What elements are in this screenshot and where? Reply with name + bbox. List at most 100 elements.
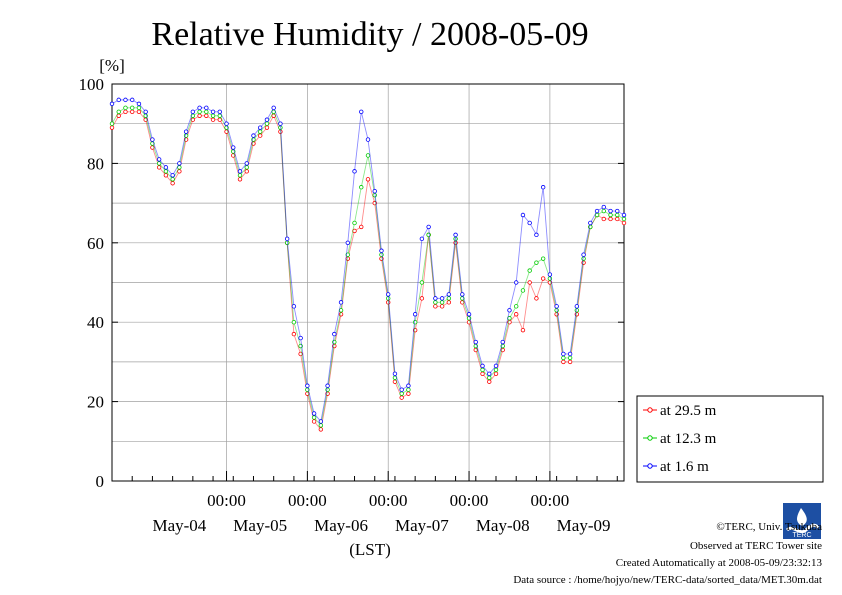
legend-marker <box>647 407 653 413</box>
series-point <box>514 280 519 285</box>
series-point <box>507 308 512 313</box>
series-point <box>204 113 209 118</box>
series-point <box>480 371 485 377</box>
series-point <box>325 383 330 388</box>
series-point <box>197 113 202 118</box>
series-point <box>264 117 270 122</box>
series-point <box>130 105 135 111</box>
footer-copyright: ©TERC, Univ. Tsukuba <box>716 521 822 533</box>
series-point <box>210 113 216 118</box>
series-point <box>615 212 620 218</box>
legend-label: at 29.5 m <box>660 403 717 419</box>
series-point <box>163 165 169 170</box>
series-point <box>547 272 553 277</box>
series-point <box>379 248 384 253</box>
series-point <box>500 339 505 345</box>
series-point <box>446 292 452 297</box>
series-point <box>359 185 364 190</box>
series-point <box>298 351 303 357</box>
series-point <box>433 300 438 305</box>
series-point <box>244 161 249 166</box>
series-point <box>567 355 573 361</box>
series-point <box>291 320 297 325</box>
series-point <box>446 300 452 305</box>
series-point <box>338 300 344 305</box>
y-tick-label: 20 <box>87 393 104 412</box>
series-point <box>197 105 202 111</box>
series-point <box>136 105 142 111</box>
series-point <box>372 200 377 206</box>
chart-title: Relative Humidity / 2008-05-09 <box>151 16 588 53</box>
series-point <box>284 236 290 242</box>
footer-created: Created Automatically at 2008-05-09/23:3… <box>616 557 823 569</box>
y-tick-label: 60 <box>87 234 104 253</box>
series-point <box>473 339 478 345</box>
series-point <box>615 216 620 222</box>
series-point <box>527 268 532 273</box>
series-point <box>197 109 202 114</box>
series-point <box>439 304 445 309</box>
series-point <box>123 109 128 114</box>
series-point <box>305 383 310 388</box>
series-point <box>264 125 270 130</box>
series-point <box>594 208 600 214</box>
x-date-label: May-08 <box>476 516 530 535</box>
series-point <box>298 335 303 341</box>
series-point <box>156 157 162 162</box>
series-point <box>298 343 303 349</box>
series-point <box>493 367 499 373</box>
legend-label: at 1.6 m <box>660 459 709 475</box>
series-point <box>399 391 404 396</box>
series-point <box>123 97 128 103</box>
x-date-label: May-04 <box>152 516 206 535</box>
series-point <box>311 419 317 424</box>
x-date-label: May-07 <box>395 516 449 535</box>
series-point <box>581 252 586 257</box>
series-point <box>123 105 128 111</box>
series-point <box>170 177 175 182</box>
series-point <box>109 121 115 126</box>
series-point <box>527 220 532 226</box>
series-point <box>116 109 121 114</box>
series-point <box>231 145 236 150</box>
y-axis-label: [%] <box>99 56 124 75</box>
series-point <box>109 125 115 130</box>
series-point <box>156 161 162 166</box>
series-point <box>561 351 566 357</box>
series-point <box>608 212 613 218</box>
series-point <box>466 312 472 317</box>
series-point <box>278 121 283 126</box>
series-point <box>365 137 371 142</box>
series-point <box>446 296 452 301</box>
series-point <box>487 375 492 380</box>
series-point <box>406 383 411 388</box>
series-point <box>291 304 297 309</box>
x-tick-label: 00:00 <box>369 491 408 510</box>
legend-label: at 12.3 m <box>660 431 717 447</box>
series-point <box>271 105 276 111</box>
series-point <box>433 296 438 301</box>
series-point <box>136 109 142 114</box>
series-point <box>318 419 324 424</box>
series-point <box>258 125 263 130</box>
series-point <box>540 185 546 190</box>
series-point <box>210 117 216 122</box>
legend-marker <box>647 463 653 469</box>
series-point <box>487 371 492 377</box>
series-point <box>365 153 371 158</box>
x-tick-label: 00:00 <box>288 491 327 510</box>
series-point <box>352 169 357 174</box>
legend: at 29.5 m at 12.3 m at 1.6 m <box>636 395 824 483</box>
series-point <box>487 379 492 384</box>
series-point <box>210 109 216 114</box>
series-point <box>399 395 404 400</box>
series-point <box>520 327 526 333</box>
series-point <box>453 232 458 238</box>
series-point <box>601 208 606 214</box>
series-point <box>130 109 135 114</box>
legend-box <box>636 395 824 483</box>
series-point <box>170 173 175 178</box>
series-point <box>244 169 249 174</box>
y-tick-label: 100 <box>79 75 105 94</box>
